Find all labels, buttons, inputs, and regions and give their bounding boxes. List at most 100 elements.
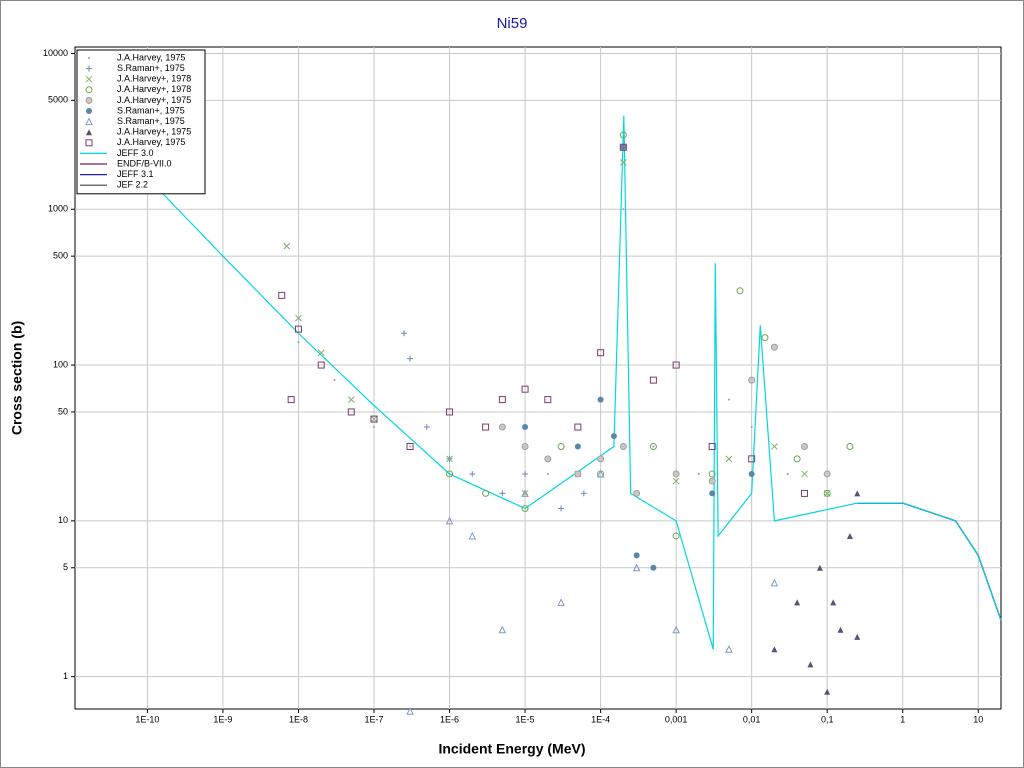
point — [846, 532, 853, 539]
point — [597, 455, 605, 463]
point — [401, 330, 408, 337]
point — [854, 490, 861, 497]
point — [725, 455, 733, 463]
point — [522, 424, 529, 431]
point — [370, 415, 378, 423]
point — [521, 505, 529, 513]
point — [597, 396, 604, 403]
point — [409, 445, 412, 448]
point — [801, 470, 808, 478]
point — [816, 564, 823, 571]
legend-swatch — [85, 86, 93, 94]
point — [823, 489, 831, 497]
point — [748, 376, 756, 384]
x-tick-label: 1E-4 — [591, 714, 610, 724]
point — [672, 532, 680, 540]
x-tick-label: 1E-9 — [213, 714, 232, 724]
point — [649, 376, 657, 384]
point — [546, 472, 549, 475]
point — [793, 455, 801, 463]
point — [771, 443, 778, 450]
legend-label: J.A.Harvey+, 1975 — [117, 95, 191, 105]
legend-label: JEF 2.2 — [117, 180, 148, 190]
point — [333, 379, 336, 382]
point — [708, 443, 716, 451]
legend-label: J.A.Harvey+, 1978 — [117, 84, 191, 94]
point — [650, 564, 657, 571]
x-tick-label: 1E-5 — [516, 714, 535, 724]
point — [761, 334, 769, 342]
x-tick-label: 0,001 — [665, 714, 688, 724]
point — [770, 343, 778, 351]
plot-area — [74, 46, 1002, 710]
point — [672, 625, 680, 634]
line — [160, 115, 1002, 650]
x-axis-label: Incident Energy (MeV) — [438, 741, 585, 757]
point — [580, 490, 587, 497]
point — [406, 707, 414, 715]
point — [499, 490, 506, 497]
x-tick-label: 0,01 — [743, 714, 761, 724]
point — [824, 688, 831, 695]
x-tick-label: 1E-10 — [135, 714, 159, 724]
point — [574, 470, 582, 478]
legend-swatch — [86, 108, 92, 114]
point — [287, 396, 295, 404]
point — [373, 426, 376, 429]
y-axis-label: Cross section (b) — [9, 321, 25, 435]
point — [750, 426, 753, 429]
point — [521, 489, 529, 497]
point — [482, 489, 490, 497]
point — [406, 443, 414, 451]
point — [622, 208, 625, 211]
point — [736, 287, 744, 295]
point — [498, 396, 506, 404]
point — [854, 633, 861, 640]
y-tick-label: 1 — [63, 671, 68, 681]
legend-label: J.A.Harvey+, 1975 — [117, 127, 191, 137]
point — [278, 291, 286, 299]
point — [544, 455, 552, 463]
point — [522, 470, 529, 477]
point — [574, 443, 581, 450]
point — [708, 477, 716, 485]
point — [498, 625, 507, 634]
grid — [75, 47, 1001, 709]
point — [610, 433, 617, 440]
point — [727, 398, 730, 401]
point — [407, 355, 414, 362]
legend-swatch — [86, 129, 92, 136]
point — [498, 423, 506, 431]
legend-swatch — [86, 65, 92, 72]
point — [521, 443, 529, 451]
point — [347, 396, 355, 403]
point — [558, 505, 565, 512]
point — [283, 242, 291, 250]
legend-swatch — [88, 57, 90, 59]
legend-box — [76, 49, 206, 195]
point — [446, 455, 453, 463]
legend-label: J.A.Harvey, 1975 — [117, 52, 185, 62]
point — [620, 144, 627, 151]
point — [800, 443, 808, 451]
x-tick-label: 10 — [973, 714, 983, 724]
point — [619, 158, 627, 166]
point — [649, 443, 657, 451]
x-tick-label: 1E-7 — [364, 714, 383, 724]
legend-label: ENDF/B-VII.0 — [117, 158, 172, 168]
legend-swatch — [85, 139, 93, 147]
point — [786, 472, 789, 475]
point — [748, 455, 756, 463]
point — [830, 599, 837, 606]
point — [619, 143, 627, 151]
point — [423, 424, 430, 431]
point — [846, 443, 854, 451]
point — [794, 599, 801, 606]
point — [317, 361, 325, 369]
x-tick-label: 0,1 — [821, 714, 834, 724]
point — [672, 361, 680, 369]
chart-title: Ni59 — [497, 15, 528, 32]
point — [557, 598, 565, 606]
